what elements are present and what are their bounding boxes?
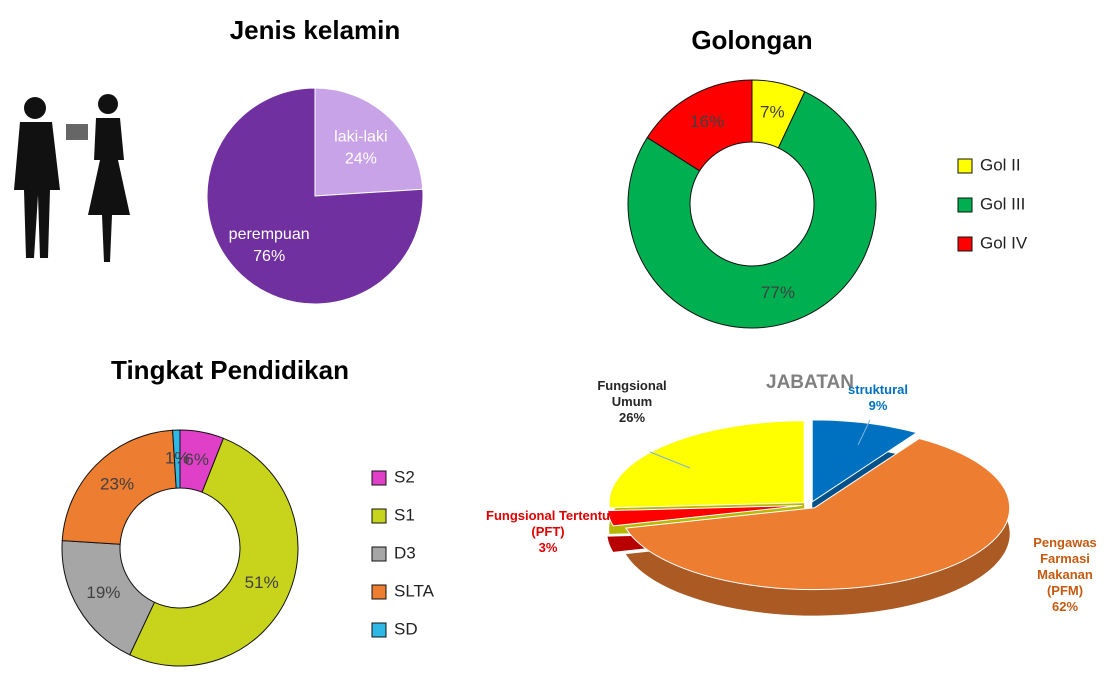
chart-title: Tingkat Pendidikan <box>111 355 349 385</box>
slice-category-label: Fungsional Umum <box>582 378 682 410</box>
slice-value-label: 3% <box>483 540 613 556</box>
slice-label: Fungsional Tertentu (PFT)3% <box>483 508 613 556</box>
legend-label: S2 <box>394 467 415 486</box>
slice-value-label: 26% <box>582 410 682 426</box>
chart-title: Golongan <box>691 25 812 55</box>
slice-value-label: 62% <box>1018 599 1107 615</box>
page: Jenis kelamin laki-laki 24% perempuan 76% Gol… <box>0 0 1107 673</box>
slice-value-label: 19% <box>86 583 120 602</box>
legend-swatch <box>958 198 972 212</box>
legend-label: Gol IV <box>980 233 1028 252</box>
slice-value-label: 51% <box>245 573 279 592</box>
pie-slice <box>609 421 804 508</box>
legend-swatch <box>958 237 972 251</box>
legend-label: S1 <box>394 505 415 524</box>
slice-value-label: 1% <box>165 449 190 468</box>
legend-swatch <box>372 585 386 599</box>
legend-label: SLTA <box>394 581 435 600</box>
slice-value-label: 24% <box>345 150 377 167</box>
legend-label: Gol II <box>980 155 1021 174</box>
silhouette-icon <box>14 94 130 262</box>
chart-title: Jenis kelamin <box>230 15 401 45</box>
slice-value-label: 7% <box>760 103 785 122</box>
slice-category-label: Pengawas Farmasi Makanan (PFM) <box>1018 535 1107 599</box>
legend-swatch <box>372 623 386 637</box>
chart: Jenis kelamin laki-laki 24% perempuan 76% Gol… <box>0 0 1107 673</box>
slice-category-label: struktural <box>828 382 928 398</box>
slice-value-label: 9% <box>828 398 928 414</box>
legend-label: SD <box>394 619 418 638</box>
legend-swatch <box>958 159 972 173</box>
legend-swatch <box>372 471 386 485</box>
legend-label: D3 <box>394 543 416 562</box>
slice-category-label: perempuan <box>229 226 310 243</box>
slice-label: Pengawas Farmasi Makanan (PFM)62% <box>1018 535 1107 615</box>
legend-swatch <box>372 547 386 561</box>
slice-value-label: 76% <box>253 248 285 265</box>
slice-value-label: 16% <box>690 112 724 131</box>
slice-value-label: 23% <box>100 475 134 494</box>
legend-swatch <box>372 509 386 523</box>
slice-category-label: Fungsional Tertentu (PFT) <box>483 508 613 540</box>
slice-value-label: 77% <box>761 283 795 302</box>
legend-label: Gol III <box>980 194 1025 213</box>
slice-category-label: laki-laki <box>334 128 387 145</box>
